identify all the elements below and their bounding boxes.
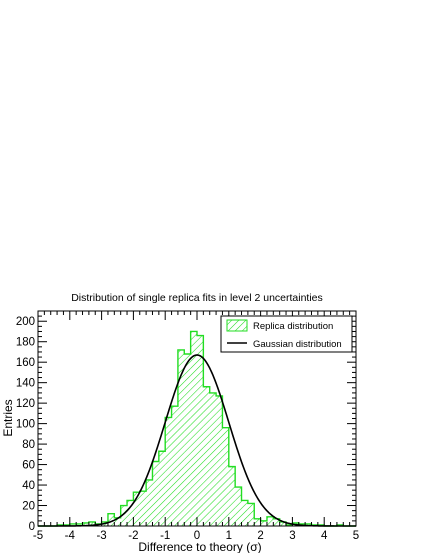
y-tick-label: 120 [16, 398, 35, 410]
legend: Replica distribution Gaussian distributi… [220, 315, 353, 353]
histogram-bin [146, 479, 153, 526]
histogram-bin [222, 427, 229, 526]
histogram-bin [139, 491, 147, 526]
histogram-bin [88, 521, 96, 526]
histogram-bin [254, 518, 261, 526]
y-tick-label: 60 [22, 460, 35, 472]
y-tick-label: 0 [29, 521, 35, 533]
histogram-bin [190, 331, 197, 526]
histogram-bin [76, 523, 83, 526]
x-tick-label: -5 [33, 530, 43, 542]
histogram-bin [203, 386, 210, 526]
legend-label-replica: Replica distribution [253, 321, 333, 332]
histogram-bin [273, 518, 280, 526]
histogram-bin [247, 503, 255, 526]
histogram-bin [209, 392, 217, 526]
histogram-bin [152, 461, 159, 526]
legend-label-gaussian: Gaussian distribution [253, 339, 342, 350]
gaussian-curve [38, 354, 356, 527]
histogram-bin [82, 522, 89, 526]
y-tick-label: 160 [16, 357, 35, 369]
x-tick-label: 5 [353, 530, 359, 542]
histogram-bin [216, 395, 223, 526]
histogram-bin [260, 520, 267, 526]
y-tick-label: 20 [22, 501, 35, 513]
axis-ticks [37, 310, 357, 527]
histogram-bin [120, 505, 128, 526]
histogram-bin [133, 492, 140, 526]
histogram-bin [69, 523, 77, 526]
y-tick-label: 80 [22, 439, 35, 451]
histogram-bin [114, 517, 121, 526]
tick-labels: -5 -4 -3 -2 -1 0 1 2 3 4 5 0 20 40 60 80 100 120 140 160 180… [16, 316, 359, 542]
x-tick-label: -3 [96, 530, 106, 542]
y-tick-label: 40 [22, 480, 35, 492]
histogram-bin [197, 335, 204, 526]
y-tick-label: 180 [16, 337, 35, 349]
x-tick-label: -4 [65, 530, 76, 542]
x-tick-label: -2 [128, 530, 138, 542]
x-tick-label: 1 [226, 530, 232, 542]
histogram-bin [171, 406, 178, 526]
histogram-bin [165, 417, 172, 526]
histogram-bin [266, 516, 274, 526]
histogram-bin [235, 487, 242, 526]
histogram-bin [228, 466, 236, 526]
histogram-bin [279, 521, 287, 526]
x-tick-label: 4 [321, 530, 328, 542]
histogram-bin [127, 500, 134, 526]
x-tick-label: 3 [289, 530, 295, 542]
y-tick-label: 100 [16, 419, 35, 431]
histogram-bin [158, 451, 166, 526]
x-tick-label: 2 [257, 530, 263, 542]
x-tick-label: 0 [194, 530, 200, 542]
plot-area [38, 330, 356, 527]
histogram-bin [177, 349, 185, 526]
histogram-bin [107, 513, 115, 526]
histogram-bin [184, 354, 191, 526]
histogram-bin [241, 500, 248, 526]
legend-swatch-replica [226, 319, 248, 332]
y-tick-label: 200 [16, 316, 35, 328]
chart-title: Distribution of single replica fits in l… [71, 292, 323, 304]
y-tick-label: 140 [16, 378, 35, 390]
x-axis-title: Difference to theory (σ) [138, 540, 261, 553]
x-tick-label: -1 [160, 530, 170, 542]
y-axis-title: Entries [1, 399, 15, 436]
